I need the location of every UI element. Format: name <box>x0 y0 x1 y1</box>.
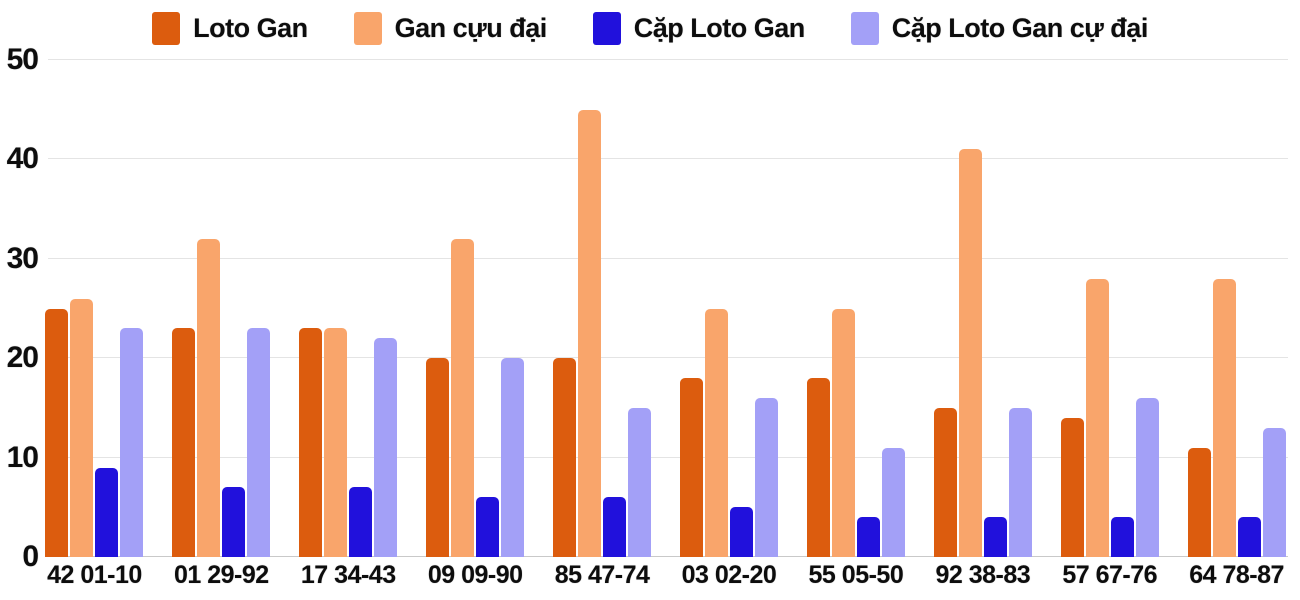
bar-series-3 <box>95 467 119 557</box>
y-tick-label: 0 <box>22 540 39 573</box>
bar-series-4 <box>1262 427 1286 557</box>
gridline <box>48 158 1288 160</box>
bar-series-3 <box>1110 517 1134 557</box>
bar-group <box>285 60 412 557</box>
x-tick-label: 03 02-20 <box>681 561 777 589</box>
legend-series-label: Cặp Loto Gan <box>633 12 806 43</box>
bar-series-4 <box>1008 407 1032 557</box>
y-tick-label: 20 <box>6 341 39 375</box>
bar-series-1 <box>806 378 830 557</box>
bar-series-4 <box>1135 397 1159 557</box>
bar-series-2 <box>1085 278 1109 557</box>
legend: Loto Gan Gan cựu đại Cặp Loto Gan Cặp Loto … <box>0 8 1300 48</box>
bar-series-1 <box>172 328 196 557</box>
bar-series-3 <box>983 517 1007 557</box>
x-tick-label: 64 78-87 <box>1189 561 1284 589</box>
legend-series-label: Cặp Loto Gan cự đại <box>891 12 1149 43</box>
x-tick-label: 57 67-76 <box>1062 561 1158 589</box>
x-tick-label: 01 29-92 <box>174 561 269 589</box>
bar-series-1 <box>933 407 957 557</box>
gridline <box>48 59 1288 60</box>
bar-series-4 <box>120 328 144 557</box>
legend-swatch-icon <box>152 11 181 45</box>
legend-item-series-2[interactable]: Gan cựu đại <box>353 11 548 45</box>
gridline <box>48 357 1288 359</box>
bar-series-2 <box>1212 278 1236 557</box>
legend-item-series-1[interactable]: Loto Gan <box>152 11 308 45</box>
x-axis-line <box>48 556 1288 557</box>
bar-group <box>31 60 158 557</box>
gridline <box>48 456 1288 458</box>
bar-series-3 <box>222 487 246 557</box>
bar-series-3 <box>603 497 627 557</box>
bar-series-3 <box>856 517 880 557</box>
bar-group <box>539 60 666 557</box>
x-tick-label: 17 34-43 <box>300 561 396 589</box>
bar-series-2 <box>958 149 982 557</box>
y-tick-label: 10 <box>6 440 39 474</box>
bar-group <box>919 60 1046 557</box>
bar-group <box>792 60 919 557</box>
bar-series-2 <box>70 298 94 557</box>
bar-series-3 <box>729 507 753 557</box>
bar-group <box>412 60 539 557</box>
y-tick-label: 50 <box>6 43 39 76</box>
bar-series-1 <box>553 358 577 557</box>
bar-series-2 <box>704 308 728 557</box>
bar-series-4 <box>374 338 398 557</box>
bar-group <box>666 60 793 557</box>
y-tick-label: 40 <box>6 142 39 176</box>
bar-group <box>158 60 285 557</box>
bars-area <box>31 60 1300 557</box>
x-tick-label: 09 09-90 <box>427 561 523 589</box>
legend-series-label: Loto Gan <box>193 12 308 43</box>
bar-series-2 <box>324 328 348 557</box>
bar-series-4 <box>881 447 905 557</box>
bar-group <box>1173 60 1300 557</box>
bar-series-2 <box>578 109 602 557</box>
legend-series-label: Gan cựu đại <box>394 12 548 43</box>
legend-swatch-icon <box>353 11 382 45</box>
bar-series-1 <box>426 358 450 557</box>
bar-series-4 <box>501 358 525 557</box>
y-tick-label: 30 <box>6 241 39 275</box>
bar-series-2 <box>197 238 221 557</box>
bar-series-2 <box>451 238 475 557</box>
x-tick-label: 55 05-50 <box>808 561 904 589</box>
bar-series-1 <box>1060 417 1084 557</box>
legend-swatch-icon <box>592 11 621 45</box>
y-axis-labels: 0 10 20 30 40 50 <box>0 45 40 572</box>
x-axis-labels: 42 01-10 01 29-92 17 34-43 09 09-90 85 47-74… <box>31 561 1300 590</box>
legend-swatch-icon <box>850 11 879 45</box>
bar-series-3 <box>349 487 373 557</box>
bar-series-1 <box>299 328 323 557</box>
bar-series-1 <box>1187 447 1211 557</box>
x-tick-label: 92 38-83 <box>935 561 1031 589</box>
bar-series-4 <box>628 407 652 557</box>
bar-group <box>1046 60 1173 557</box>
legend-item-series-4[interactable]: Cặp Loto Gan cự đại <box>850 11 1149 45</box>
gridline <box>48 257 1288 259</box>
x-tick-label: 42 01-10 <box>47 561 142 589</box>
x-tick-label: 85 47-74 <box>554 561 650 589</box>
bar-series-3 <box>1237 517 1261 557</box>
bar-series-4 <box>754 397 778 557</box>
bar-series-4 <box>247 328 271 557</box>
bar-series-1 <box>45 308 69 557</box>
bar-series-1 <box>679 378 703 557</box>
legend-item-series-3[interactable]: Cặp Loto Gan <box>592 11 806 45</box>
bar-series-2 <box>831 308 855 557</box>
bar-series-3 <box>476 497 500 557</box>
gridlines-layer <box>48 59 1288 557</box>
